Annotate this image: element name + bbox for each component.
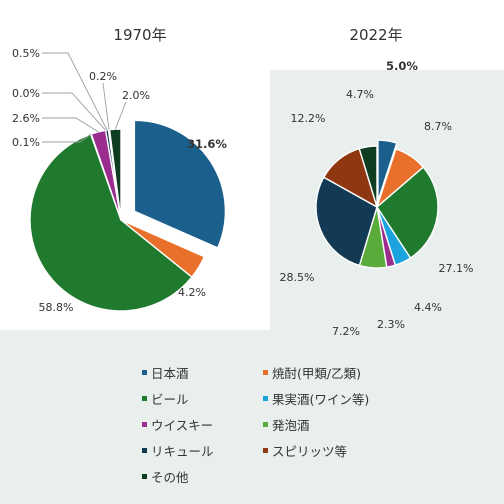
pie-1970-leader-5 bbox=[42, 117, 99, 133]
pie-1970-data-label-1: 31.6% bbox=[187, 137, 227, 151]
pie-2022-data-label-4: 4.4% bbox=[414, 301, 442, 314]
pie-1970-slice-9 bbox=[108, 128, 122, 221]
pie-1970-data-label-3: 58.8% bbox=[39, 301, 74, 314]
chart-title-1970: 1970年 bbox=[113, 26, 166, 44]
pie-2022-data-label-9: 4.7% bbox=[346, 88, 374, 101]
legend-label-6: 発泡酒 bbox=[272, 418, 310, 433]
pie-2022-slice-9 bbox=[358, 145, 378, 208]
pie-2022-slice-3 bbox=[376, 166, 439, 259]
pie-1970-leader-8 bbox=[102, 82, 110, 130]
legend-swatch-5 bbox=[142, 422, 147, 427]
legend-label-9: その他 bbox=[151, 470, 189, 485]
legend-label-5: ウイスキー bbox=[151, 418, 213, 433]
pie-2022-data-label-2: 8.7% bbox=[424, 120, 452, 133]
pie-2022-data-label-7: 28.5% bbox=[280, 271, 315, 284]
chart-title-2022: 2022年 bbox=[349, 26, 402, 44]
pie-labels-2022: 5.0% 8.7% 27.1% 4.4% 2.3% 7.2% 28.5% 12.2% 4.7% bbox=[280, 59, 474, 338]
pie-chart-1970 bbox=[29, 119, 227, 312]
legend-swatch-2 bbox=[263, 370, 268, 375]
legend-label-3: ビール bbox=[151, 392, 189, 407]
pie-2022-data-label-6: 7.2% bbox=[332, 325, 360, 338]
pie-1970-data-label-8: 0.2% bbox=[89, 70, 117, 83]
pie-2022-data-label-8: 12.2% bbox=[291, 112, 326, 125]
legend-swatch-9 bbox=[142, 474, 147, 479]
pie-1970-slice-3 bbox=[29, 133, 193, 312]
legend-swatch-7 bbox=[142, 448, 147, 453]
pie-chart-2022 bbox=[315, 139, 439, 269]
pie-1970-leader-7 bbox=[42, 52, 108, 131]
legend-swatch-8 bbox=[263, 448, 268, 453]
legend-swatch-3 bbox=[142, 396, 147, 401]
pie-1970-data-label-5: 2.6% bbox=[12, 112, 40, 125]
pie-1970-slice-1 bbox=[133, 119, 227, 249]
legend-label-8: スピリッツ等 bbox=[272, 444, 347, 459]
pie-1970-data-label-6: 0.0% bbox=[12, 87, 40, 100]
pie-1970-data-label-9: 2.0% bbox=[122, 89, 150, 102]
legend-label-4: 果実酒(ワイン等) bbox=[272, 392, 369, 407]
legend-label-2: 焼酎(甲類/乙類) bbox=[272, 366, 361, 381]
legend-swatch-4 bbox=[263, 396, 268, 401]
legend-swatch-6 bbox=[263, 422, 268, 427]
legend-label-1: 日本酒 bbox=[151, 366, 189, 381]
pie-1970-data-label-4: 0.1% bbox=[12, 136, 40, 149]
pie-labels-1970: 31.6% 4.2% 58.8% 0.1% 2.6% 0.0% 0.5% 0.2% 2.0% bbox=[12, 47, 227, 314]
legend-label-7: リキュール bbox=[151, 444, 214, 459]
legend-swatch-1 bbox=[142, 370, 147, 375]
pie-1970-leader-9 bbox=[114, 101, 127, 130]
pie-2022-slice-1 bbox=[377, 139, 398, 202]
pie-1970-leader-6 bbox=[42, 92, 106, 131]
pie-2022-data-label-5: 2.3% bbox=[377, 318, 405, 331]
pie-2022-data-label-1: 5.0% bbox=[386, 59, 418, 73]
pie-1970-leader-4 bbox=[42, 133, 92, 143]
pie-2022-data-label-3: 27.1% bbox=[439, 262, 474, 275]
pie-1970-data-label-2: 4.2% bbox=[178, 286, 206, 299]
pie-1970-data-label-7: 0.5% bbox=[12, 47, 40, 60]
